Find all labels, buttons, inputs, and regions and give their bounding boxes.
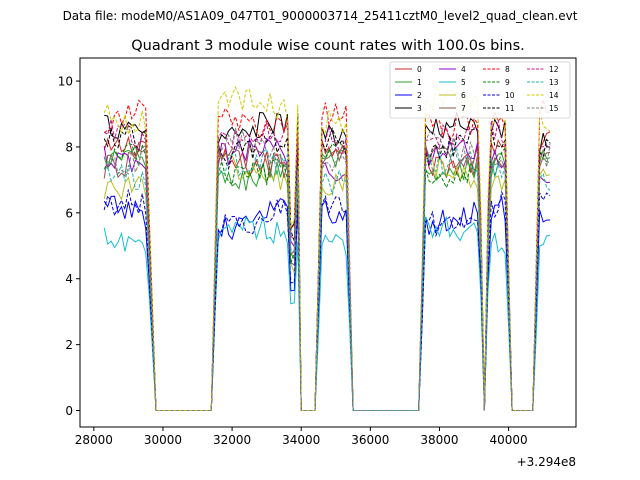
legend-label: 13 (549, 78, 559, 87)
y-tick-label: 10 (58, 75, 73, 89)
legend-label: 1 (417, 78, 422, 87)
legend-label: 5 (461, 78, 466, 87)
x-axis: 28000 30000 32000 34000 36000 38000 40000 (75, 427, 528, 447)
series-line-10 (103, 189, 551, 411)
legend-label: 0 (417, 65, 422, 74)
x-tick-label: 34000 (282, 433, 320, 447)
legend-label: 11 (505, 104, 515, 113)
y-axis: 0 2 4 6 8 10 (58, 75, 80, 418)
y-tick-label: 4 (65, 272, 73, 286)
legend-label: 7 (461, 104, 466, 113)
x-tick-label: 30000 (144, 433, 182, 447)
series-line-15 (103, 127, 551, 411)
plot-frame (79, 57, 577, 428)
x-tick-label: 40000 (490, 433, 528, 447)
legend-label: 8 (505, 65, 510, 74)
legend-label: 10 (505, 91, 515, 100)
series-layer (103, 86, 551, 411)
legend-label: 2 (417, 91, 422, 100)
y-tick-label: 2 (65, 338, 73, 352)
y-tick-label: 0 (65, 404, 73, 418)
x-tick-label: 36000 (351, 433, 389, 447)
legend-label: 6 (461, 91, 466, 100)
chart-title: Quadrant 3 module wise count rates with … (131, 38, 525, 54)
legend-label: 14 (549, 91, 559, 100)
legend-label: 15 (549, 104, 559, 113)
x-tick-label: 28000 (75, 433, 113, 447)
y-tick-label: 8 (65, 140, 73, 154)
y-tick-label: 6 (65, 206, 73, 220)
legend-label: 12 (549, 65, 559, 74)
x-tick-label: 32000 (213, 433, 251, 447)
legend-frame (389, 61, 571, 119)
x-tick-label: 38000 (420, 433, 458, 447)
data-file-label: Data file: modeM0/AS1A09_047T01_90000037… (63, 9, 578, 23)
series-line-12 (103, 119, 551, 411)
legend-label: 9 (505, 78, 510, 87)
x-axis-offset-label: +3.294e8 (517, 455, 576, 469)
legend-label: 4 (461, 65, 466, 74)
legend-label: 3 (417, 104, 422, 113)
